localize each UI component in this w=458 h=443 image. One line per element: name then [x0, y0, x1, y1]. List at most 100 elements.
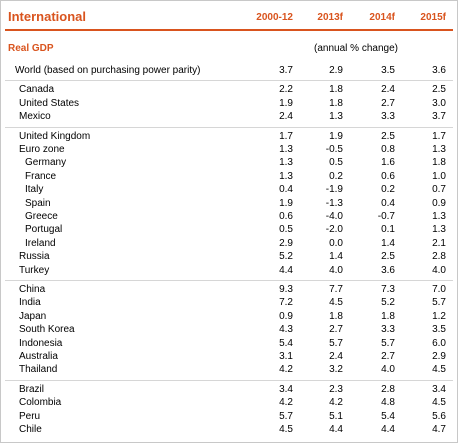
cell-value: 1.2: [432, 310, 446, 322]
cell-value: 2.3: [329, 383, 343, 395]
cell-value: 7.2: [279, 297, 293, 309]
cell-value: 5.7: [279, 410, 293, 422]
row-label: Chile: [19, 424, 42, 435]
cell-value: -4.0: [325, 211, 343, 222]
cell-value: 7.3: [381, 284, 395, 295]
group-separator: [5, 80, 453, 82]
cell-value: 1.4: [381, 237, 395, 249]
row-label: Germany: [25, 157, 67, 169]
cell-value: 3.4: [279, 383, 293, 395]
cell-value: 1.3: [432, 144, 446, 155]
row-label: Indonesia: [19, 337, 63, 349]
row-label: Greece: [25, 211, 58, 222]
cell-value: 1.8: [329, 310, 343, 322]
row-label: Australia: [19, 351, 58, 362]
cell-value: 3.5: [432, 324, 446, 336]
cell-value: 2.2: [279, 84, 293, 96]
cell-value: 3.6: [432, 65, 446, 76]
cell-value: 1.8: [432, 157, 446, 169]
cell-value: 0.1: [381, 224, 395, 236]
cell-value: 0.0: [329, 237, 343, 249]
cell-value: 4.7: [432, 424, 446, 435]
cell-value: 2.8: [381, 383, 395, 395]
row-label: United States: [19, 97, 80, 109]
cell-value: 0.6: [381, 170, 395, 182]
cell-value: 5.7: [432, 297, 446, 309]
cell-value: 2.1: [432, 237, 446, 249]
column-header: 2013f: [317, 12, 343, 23]
row-label: India: [19, 297, 41, 309]
column-header: 2000-12: [256, 12, 293, 23]
cell-value: 3.0: [432, 97, 446, 109]
cell-value: 2.7: [381, 351, 395, 362]
row-label: Russia: [19, 251, 50, 263]
cell-value: 4.0: [329, 264, 343, 276]
cell-value: 2.5: [381, 251, 395, 263]
cell-value: 1.7: [279, 130, 293, 142]
cell-value: 1.3: [432, 224, 446, 236]
cell-value: 0.4: [381, 197, 395, 209]
cell-value: 4.8: [381, 397, 395, 409]
cell-value: 3.7: [279, 65, 293, 76]
cell-value: 1.8: [329, 84, 343, 96]
cell-value: 2.8: [432, 251, 446, 263]
cell-value: 4.5: [329, 297, 343, 309]
cell-value: 5.1: [329, 410, 343, 422]
cell-value: 2.7: [329, 324, 343, 336]
cell-value: 3.3: [381, 324, 395, 336]
row-label: Ireland: [25, 237, 56, 249]
section-title: Real GDP: [8, 43, 54, 54]
cell-value: 4.5: [432, 397, 446, 409]
cell-value: 5.7: [329, 337, 343, 349]
cell-value: 3.2: [329, 364, 343, 376]
cell-value: 1.9: [279, 197, 293, 209]
cell-value: -1.9: [325, 184, 343, 196]
cell-value: 2.5: [381, 130, 395, 142]
cell-value: -1.3: [325, 197, 343, 209]
row-label: United Kingdom: [19, 130, 91, 142]
cell-value: 4.5: [432, 364, 446, 376]
cell-value: 1.3: [432, 211, 446, 222]
cell-value: 1.3: [279, 170, 293, 182]
cell-value: 1.6: [381, 157, 395, 169]
row-label: Mexico: [19, 111, 51, 123]
row-label: Thailand: [19, 364, 58, 376]
cell-value: 2.9: [279, 237, 293, 249]
row-label: France: [25, 170, 57, 182]
row-label: Euro zone: [19, 144, 65, 155]
column-header: 2014f: [369, 12, 395, 23]
row-label: Brazil: [19, 383, 45, 395]
cell-value: 3.3: [381, 111, 395, 123]
row-label: Colombia: [19, 397, 62, 409]
cell-value: 2.5: [432, 84, 446, 96]
cell-value: 0.5: [329, 157, 343, 169]
cell-value: 3.4: [432, 383, 446, 395]
cell-value: 5.7: [381, 337, 395, 349]
cell-value: 2.7: [381, 97, 395, 109]
header-rule: [5, 29, 453, 31]
cell-value: -2.0: [325, 224, 343, 236]
cell-value: 3.6: [381, 264, 395, 276]
cell-value: 4.5: [279, 424, 293, 435]
cell-value: 5.6: [432, 410, 446, 422]
cell-value: 0.7: [432, 184, 446, 196]
group-separator: [5, 280, 453, 281]
row-label: Peru: [19, 410, 41, 422]
cell-value: 1.9: [279, 97, 293, 109]
cell-value: 0.5: [279, 224, 293, 236]
cell-value: 0.9: [432, 197, 446, 209]
cell-value: -0.7: [377, 211, 395, 222]
cell-value: 3.7: [432, 111, 446, 123]
row-label: Canada: [19, 84, 55, 96]
group-separator: [5, 126, 453, 128]
row-label: Turkey: [19, 264, 50, 276]
row-label: Spain: [25, 197, 51, 209]
row-label: China: [19, 284, 46, 295]
cell-value: 4.4: [329, 424, 343, 435]
row-label: Italy: [25, 184, 44, 196]
cell-value: 1.7: [432, 130, 446, 142]
cell-value: 0.8: [381, 144, 395, 155]
cell-value: 0.2: [329, 170, 343, 182]
cell-value: 1.0: [432, 170, 446, 182]
cell-value: 1.3: [329, 111, 343, 123]
